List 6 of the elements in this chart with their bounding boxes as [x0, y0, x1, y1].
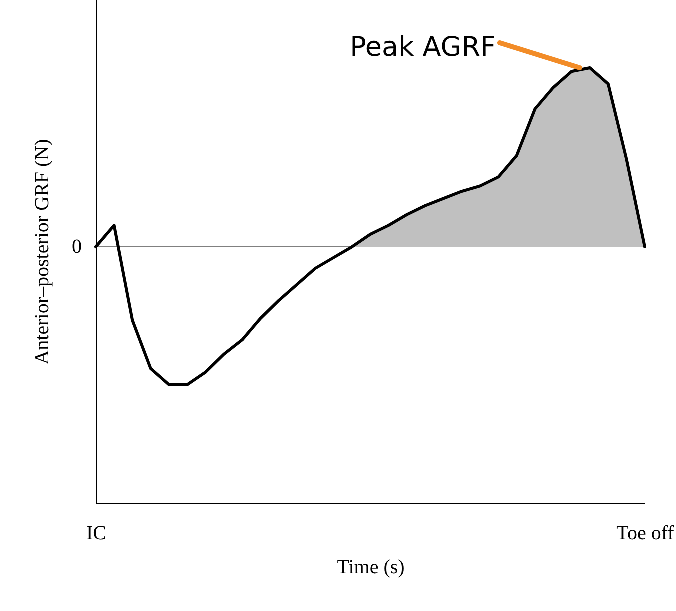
x-axis-title: Time (s) — [337, 556, 405, 578]
text: Peak AGRF — [350, 32, 496, 63]
y-axis-title: Anterior–posterior GRF (N) — [32, 139, 54, 365]
ref-line-label: 0 — [72, 236, 82, 258]
x-tick-label: Toe off — [616, 522, 675, 544]
x-tick-label: IC — [86, 522, 106, 544]
